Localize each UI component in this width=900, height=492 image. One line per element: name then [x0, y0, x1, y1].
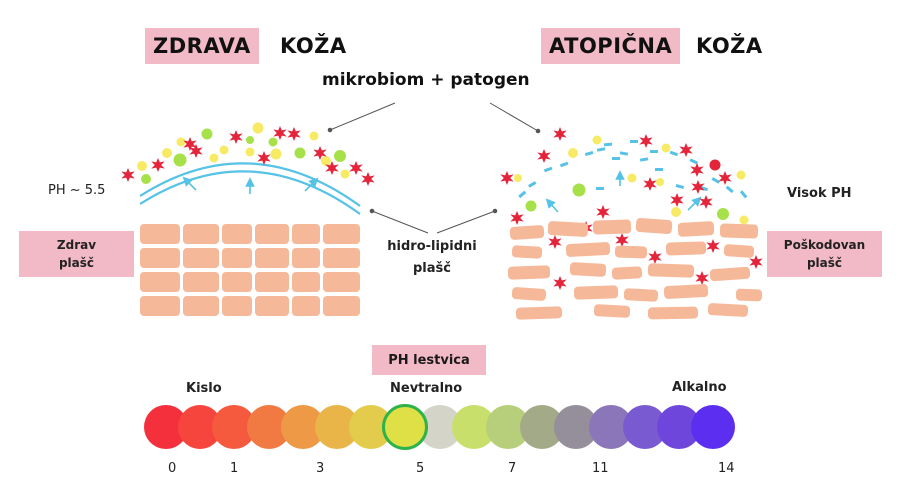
- atopic-cells: [507, 218, 763, 320]
- zone-neutral: Nevtralno: [390, 381, 463, 396]
- atopic-ph-note: Visok PH: [787, 186, 852, 201]
- healthy-side-label: Zdrav plašč: [19, 231, 134, 277]
- ph-tick: 3: [316, 461, 325, 476]
- healthy-side-label-line2: plašč: [58, 256, 95, 270]
- ph-tick: 11: [592, 461, 609, 476]
- healthy-side-label-line1: Zdrav: [56, 238, 97, 252]
- ph-circle-neutral-highlight: [382, 404, 429, 450]
- atopic-arrows: [545, 170, 702, 213]
- ph-tick: 5: [416, 461, 425, 476]
- healthy-cells: [140, 224, 360, 316]
- atopic-lipid-fragments: [518, 140, 748, 199]
- healthy-title-highlight: ZDRAVA: [145, 28, 259, 64]
- ph-tick: 1: [230, 461, 239, 476]
- leader-lines: [327, 102, 541, 234]
- lipid-label-line2: plašč: [413, 261, 451, 276]
- healthy-ph-note: PH ~ 5.5: [48, 183, 106, 198]
- atopic-microbes: [500, 127, 763, 290]
- atopic-title-word: KOŽA: [696, 34, 763, 58]
- atopic-side-label-line1: Poškodovan: [783, 238, 866, 252]
- healthy-title-word: KOŽA: [280, 34, 347, 58]
- zone-alkaline: Alkalno: [672, 380, 727, 395]
- healthy-lipid-arc: [139, 162, 361, 215]
- zone-acidic: Kislo: [186, 381, 222, 396]
- ph-scale-title: PH lestvica: [372, 345, 486, 375]
- atopic-side-label: Poškodovan plašč: [767, 231, 882, 277]
- healthy-arrows: [182, 176, 319, 194]
- healthy-microbes: [121, 122, 375, 186]
- ph-circle: [691, 405, 736, 449]
- ph-tick: 14: [718, 461, 735, 476]
- lipid-label: hidro-lipidni plašč: [372, 236, 492, 280]
- ph-tick: 7: [508, 461, 517, 476]
- atopic-title-highlight: ATOPIČNA: [541, 28, 681, 64]
- lipid-label-line1: hidro-lipidni: [387, 239, 477, 254]
- ph-tick: 0: [168, 461, 177, 476]
- microbiome-label: mikrobiom + patogen: [322, 70, 530, 90]
- atopic-side-label-line2: plašč: [806, 256, 843, 270]
